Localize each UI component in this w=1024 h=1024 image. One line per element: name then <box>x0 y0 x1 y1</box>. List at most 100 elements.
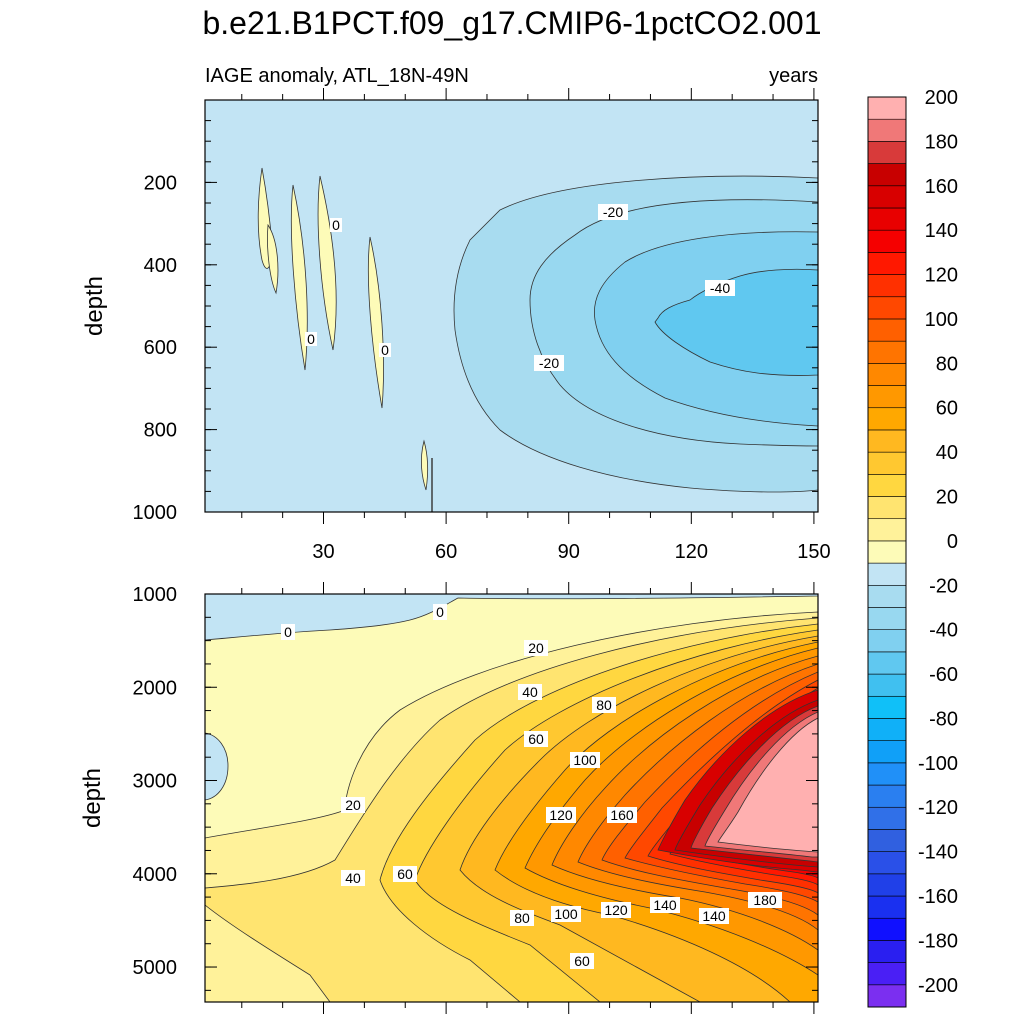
contour-label: 80 <box>596 697 612 713</box>
contour-label-box: 120 <box>546 807 576 823</box>
colorbar-label: 60 <box>936 398 958 420</box>
contour-label-box: 0 <box>330 217 342 233</box>
colorbar-label: -140 <box>918 842 958 864</box>
colorbar-label: 100 <box>925 309 958 331</box>
contour-label: 0 <box>381 342 389 358</box>
contour-label: 0 <box>332 217 340 233</box>
colorbar-label: -180 <box>918 930 958 952</box>
contour-label: 100 <box>554 906 578 922</box>
colorbar-box <box>867 340 907 364</box>
colorbar-box <box>867 363 907 386</box>
upper-pos-sliver <box>420 439 429 491</box>
lower-contour-field: 0 0 20 20 40 40 60 60 60 80 80 100 100 1… <box>205 594 818 1002</box>
colorbar-box <box>867 851 907 875</box>
colorbar-box <box>867 274 907 298</box>
colorbar-label: 80 <box>936 353 958 375</box>
colorbar-box <box>867 496 907 520</box>
colorbar-label: 40 <box>936 442 958 464</box>
x-tick-label: 150 <box>797 541 830 563</box>
contour-label: 60 <box>528 731 544 747</box>
contour-label-box: -40 <box>705 280 735 296</box>
upper-panel: 0 0 0 -20 -20 -40 <box>204 99 819 513</box>
contour-label-box: 0 <box>281 624 295 640</box>
upper-ylabel: depth <box>81 276 108 336</box>
contour-label-box: 40 <box>518 684 542 700</box>
colorbar-label: -40 <box>929 620 958 642</box>
colorbar-box <box>867 451 907 475</box>
contour-label: 140 <box>702 908 726 924</box>
y-tick-label: 1000 <box>133 584 178 606</box>
contour-label-box: 140 <box>699 908 729 924</box>
colorbar-box <box>867 895 907 919</box>
contour-label: 20 <box>345 797 361 813</box>
colorbar-box <box>867 163 907 187</box>
colorbar-box <box>867 762 907 786</box>
y-tick-label: 600 <box>144 337 177 359</box>
colorbar-box <box>867 584 907 608</box>
contour-label-box: 60 <box>524 731 548 747</box>
colorbar-label: -60 <box>929 664 958 686</box>
contour-label-box: -20 <box>598 204 628 220</box>
contour-label: 120 <box>604 902 628 918</box>
colorbar-label: -200 <box>918 975 958 997</box>
y-tick-label: 200 <box>144 172 177 194</box>
colorbar-box <box>867 718 907 741</box>
colorbar-label: 160 <box>925 176 958 198</box>
y-tick-label: 3000 <box>133 771 178 793</box>
contour-label-box: 120 <box>601 902 631 918</box>
y-tick-label: 400 <box>144 255 177 277</box>
colorbar-box <box>867 984 907 1008</box>
contour-label-box: 0 <box>379 342 391 358</box>
colorbar-box <box>867 629 907 653</box>
contour-label-box: 180 <box>748 892 782 908</box>
contour-label: 180 <box>753 892 777 908</box>
contour-label: -20 <box>603 204 623 220</box>
upper-pos-sliver <box>290 184 308 371</box>
colorbar-box <box>867 252 907 275</box>
colorbar-box <box>867 673 907 697</box>
contour-label-box: 60 <box>393 866 417 882</box>
upper-pos-sliver <box>317 175 337 351</box>
colorbar-box <box>867 385 907 409</box>
x-tick-label: 90 <box>558 541 580 563</box>
contour-label-box: 100 <box>570 752 600 768</box>
upper-contour-field: 0 0 0 -20 -20 -40 <box>205 100 818 512</box>
colorbar-label: 20 <box>936 487 958 509</box>
contour-label: 40 <box>345 870 361 886</box>
contour-label-box: 60 <box>570 953 594 969</box>
contour-label-box: 20 <box>524 640 548 656</box>
colorbar-label: 180 <box>925 131 958 153</box>
upper-pos-sliver <box>367 236 384 409</box>
y-tick-label: 4000 <box>133 864 178 886</box>
contour-label-box: 80 <box>510 910 534 926</box>
contour-label: 0 <box>307 331 315 347</box>
lower-panel: 0 0 20 20 40 40 60 60 60 80 80 100 100 1… <box>204 593 819 1003</box>
x-tick-label: 120 <box>675 541 708 563</box>
colorbar-box <box>867 474 907 497</box>
colorbar-label: -20 <box>929 575 958 597</box>
contour-label-box: 140 <box>650 897 680 913</box>
colorbar-box <box>867 784 907 808</box>
x-tick-label: 30 <box>312 541 334 563</box>
colorbar-box <box>867 562 907 586</box>
colorbar-box <box>867 407 907 431</box>
contour-label: 40 <box>522 684 538 700</box>
colorbar-box <box>867 185 907 209</box>
lower-band-200 <box>717 717 818 853</box>
upper-band-m40 <box>654 268 818 376</box>
main-title: b.e21.B1PCT.f09_g17.CMIP6-1pctCO2.001 <box>202 5 821 41</box>
y-tick-label: 1000 <box>133 502 178 524</box>
upper-pos-sliver <box>267 223 279 295</box>
contour-label-box: 0 <box>305 331 317 347</box>
colorbar-box <box>867 607 907 630</box>
lower-ylabel: depth <box>79 768 106 828</box>
colorbar-box <box>867 651 907 675</box>
colorbar-box <box>867 540 907 564</box>
colorbar-label: 140 <box>925 220 958 242</box>
colorbar-label: -120 <box>918 797 958 819</box>
colorbar-box <box>867 962 907 986</box>
contour-label: 160 <box>610 807 634 823</box>
colorbar-box <box>867 296 907 320</box>
contour-label: 20 <box>528 640 544 656</box>
